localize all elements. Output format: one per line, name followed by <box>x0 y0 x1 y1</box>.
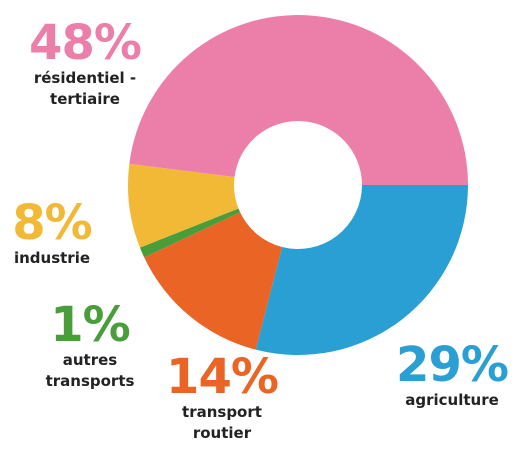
percent-label: 48% <box>29 15 142 71</box>
slice-label: 29% agriculture <box>392 340 512 411</box>
category-label: autres transports <box>45 351 135 390</box>
donut-slice <box>129 14 468 185</box>
slice-label: 8% industrie <box>2 198 102 269</box>
category-label: résidentiel - tertiaire <box>33 69 137 108</box>
percent-label: 14% <box>166 349 279 405</box>
slice-label: 48% résidentiel - tertiaire <box>20 18 150 110</box>
percent-label: 8% <box>12 195 93 251</box>
percent-label: 1% <box>50 297 131 353</box>
donut-slice <box>144 212 283 350</box>
donut-slice <box>255 185 468 355</box>
donut-slice <box>139 208 241 258</box>
slice-label: 14% transport routier <box>166 349 279 444</box>
percent-label: 29% <box>396 337 509 393</box>
donut-slice <box>128 163 239 248</box>
category-label: industrie <box>13 249 91 267</box>
category-label: transport routier <box>182 403 262 442</box>
category-label: agriculture <box>405 391 499 409</box>
slice-label: 1% autres transports <box>35 300 145 392</box>
